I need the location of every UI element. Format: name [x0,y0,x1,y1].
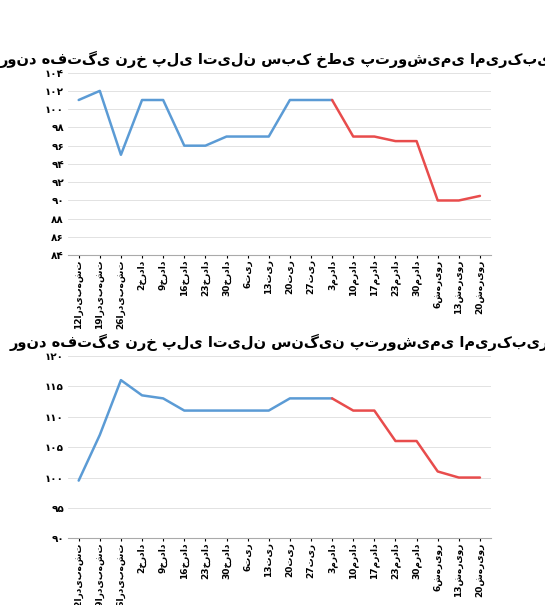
Title: روند هفتگی نرخ پلی اتیلن سنگین پتروشیمی امیرکبیر: روند هفتگی نرخ پلی اتیلن سنگین پتروشیمی … [10,335,545,352]
Title: روند هفتگی نرخ پلی اتیلن سبک خطی پتروشیمی امیرکبیر: روند هفتگی نرخ پلی اتیلن سبک خطی پتروشیم… [0,51,545,68]
